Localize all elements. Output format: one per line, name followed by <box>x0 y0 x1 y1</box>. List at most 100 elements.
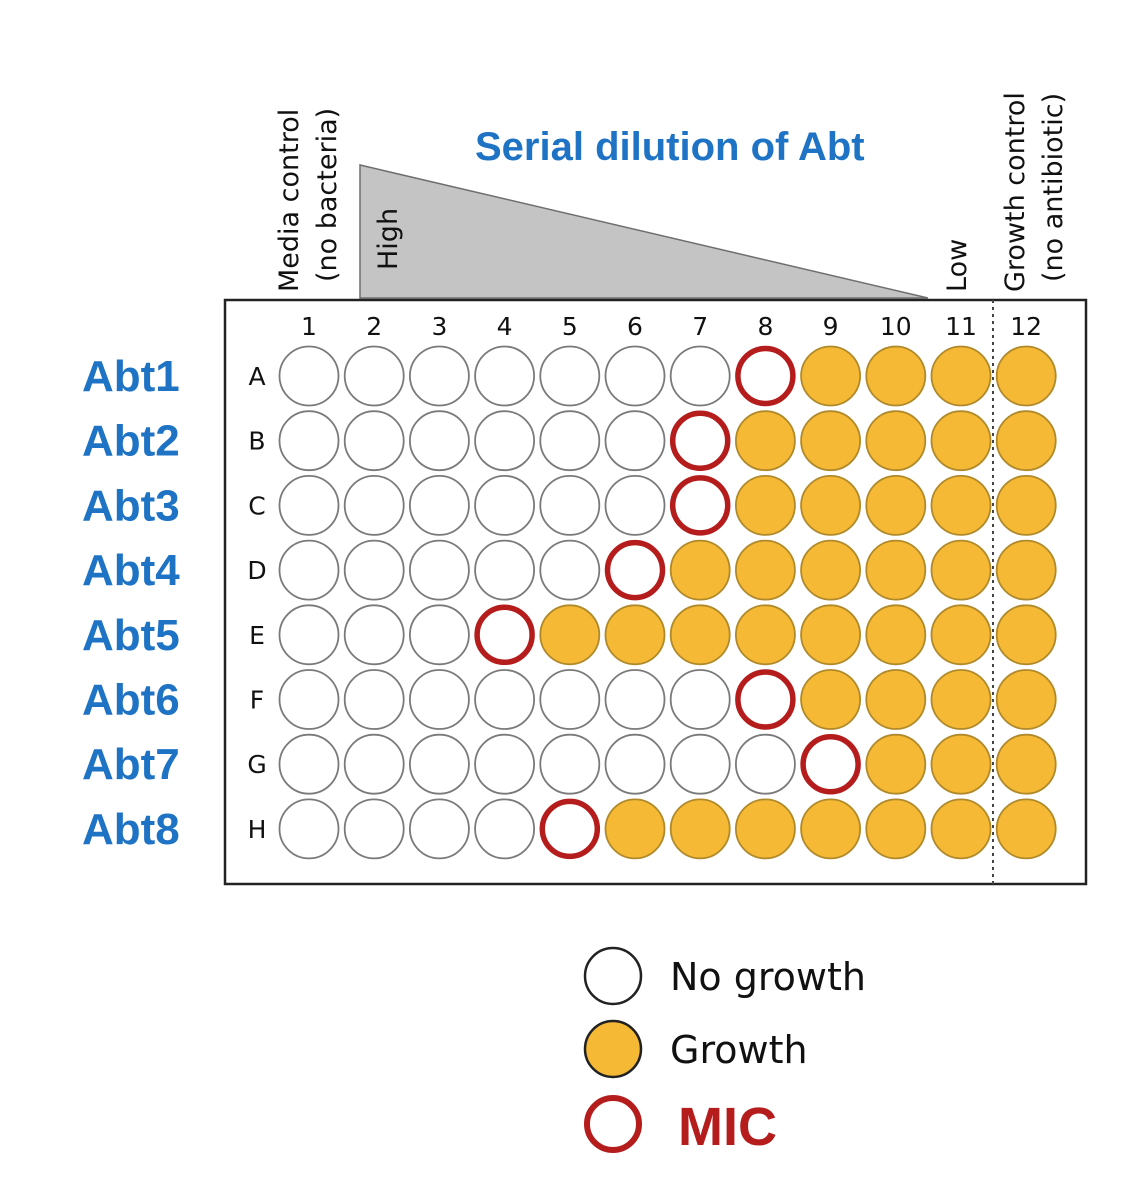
column-number-11: 11 <box>945 312 977 341</box>
well-F5-no-growth <box>539 669 601 730</box>
well-D9-growth <box>800 539 861 601</box>
well-G8-no-growth <box>735 733 796 795</box>
well-H4-no-growth <box>474 798 536 860</box>
well-A6-no-growth <box>604 345 666 407</box>
well-A5-no-growth <box>539 345 601 407</box>
well-D11-growth <box>930 539 992 601</box>
well-A11-growth <box>930 345 992 407</box>
column-number-2: 2 <box>366 312 382 341</box>
column-number-1: 1 <box>301 312 317 341</box>
well-A8-mic <box>735 345 796 407</box>
well-G6-no-growth <box>604 733 666 795</box>
antibiotic-label-abt6: Abt6 <box>82 676 180 725</box>
well-D10-growth <box>865 539 927 601</box>
row-letter-C: C <box>248 491 265 520</box>
well-H11-growth <box>930 798 992 860</box>
well-F6-no-growth <box>604 669 666 730</box>
well-D12-growth <box>995 539 1057 601</box>
well-H3-no-growth <box>408 798 470 860</box>
legend-growth-label: Growth <box>670 1028 808 1072</box>
well-B7-mic <box>669 410 731 471</box>
well-B11-growth <box>930 410 992 472</box>
well-E9-growth <box>800 604 861 666</box>
well-B5-no-growth <box>539 410 601 472</box>
well-D5-no-growth <box>539 539 601 601</box>
well-F11-growth <box>930 669 992 730</box>
well-H10-growth <box>865 798 927 860</box>
row-letter-A: A <box>248 362 265 391</box>
column-number-7: 7 <box>692 312 708 341</box>
well-B1-no-growth <box>278 410 340 472</box>
antibiotic-label-abt8: Abt8 <box>82 805 180 854</box>
well-B2-no-growth <box>343 410 405 472</box>
well-C10-growth <box>865 474 927 536</box>
antibiotic-label-abt5: Abt5 <box>82 611 180 660</box>
column-number-12: 12 <box>1010 312 1042 341</box>
column-number-3: 3 <box>431 312 447 341</box>
well-F4-no-growth <box>474 669 536 730</box>
legend-mic-label: MIC <box>678 1097 777 1157</box>
antibiotic-label-abt2: Abt2 <box>82 417 180 466</box>
well-D8-growth <box>735 539 796 601</box>
well-C9-growth <box>800 474 861 536</box>
well-E11-growth <box>930 604 992 666</box>
media-control-label-line2: (no bacteria) <box>312 108 343 282</box>
well-A12-growth <box>995 345 1057 407</box>
antibiotic-label-abt3: Abt3 <box>82 481 180 530</box>
row-letter-E: E <box>249 621 265 650</box>
row-letter-B: B <box>248 427 265 456</box>
well-F2-no-growth <box>343 669 405 730</box>
well-B6-no-growth <box>604 410 666 472</box>
well-E6-growth <box>604 604 666 666</box>
legend-growth-swatch <box>583 1019 643 1079</box>
well-A7-no-growth <box>669 345 731 407</box>
well-F10-growth <box>865 669 927 730</box>
well-H7-growth <box>669 798 731 860</box>
column-number-labels: 1 2 3 4 5 6 7 8 9 10 11 12 <box>301 312 1042 341</box>
column-number-5: 5 <box>562 312 578 341</box>
well-B8-growth <box>735 410 796 472</box>
plate-wells <box>278 345 1057 860</box>
well-E12-growth <box>995 604 1057 666</box>
well-G11-growth <box>930 733 992 795</box>
antibiotic-label-abt1: Abt1 <box>82 352 180 401</box>
well-A4-no-growth <box>474 345 536 407</box>
column-number-4: 4 <box>497 312 513 341</box>
well-C1-no-growth <box>278 474 340 536</box>
row-letter-H: H <box>248 815 267 844</box>
well-A3-no-growth <box>408 345 470 407</box>
well-H2-no-growth <box>343 798 405 860</box>
well-D1-no-growth <box>278 539 340 601</box>
well-A9-growth <box>800 345 861 407</box>
well-H12-growth <box>995 798 1057 860</box>
well-H6-growth <box>604 798 666 860</box>
well-G9-mic <box>800 733 861 795</box>
well-G12-growth <box>995 733 1057 795</box>
antibiotic-row-labels: Abt1 Abt2 Abt3 Abt4 Abt5 Abt6 Abt7 Abt8 <box>82 352 180 854</box>
diagram-title: Serial dilution of Abt <box>475 125 865 169</box>
legend-mic-swatch <box>584 1095 642 1153</box>
well-G2-no-growth <box>343 733 405 795</box>
column-number-9: 9 <box>823 312 839 341</box>
dilution-gradient-triangle <box>359 164 929 299</box>
column-number-10: 10 <box>880 312 912 341</box>
well-E5-growth <box>539 604 601 666</box>
gradient-low-label: Low <box>942 239 973 292</box>
gradient-high-label: High <box>373 208 404 270</box>
well-C7-mic <box>669 475 731 536</box>
well-B10-growth <box>865 410 927 472</box>
well-E1-no-growth <box>278 604 340 666</box>
well-C5-no-growth <box>539 474 601 536</box>
well-G7-no-growth <box>669 733 731 795</box>
antibiotic-label-abt4: Abt4 <box>82 546 180 595</box>
well-C3-no-growth <box>408 474 470 536</box>
well-E4-mic <box>474 604 535 666</box>
well-F1-no-growth <box>278 669 340 730</box>
well-H8-growth <box>735 798 796 860</box>
well-E7-growth <box>669 604 731 666</box>
well-C6-no-growth <box>604 474 666 536</box>
legend-no-growth-label: No growth <box>670 955 866 999</box>
well-C4-no-growth <box>474 474 536 536</box>
column-number-6: 6 <box>627 312 643 341</box>
well-C2-no-growth <box>343 474 405 536</box>
